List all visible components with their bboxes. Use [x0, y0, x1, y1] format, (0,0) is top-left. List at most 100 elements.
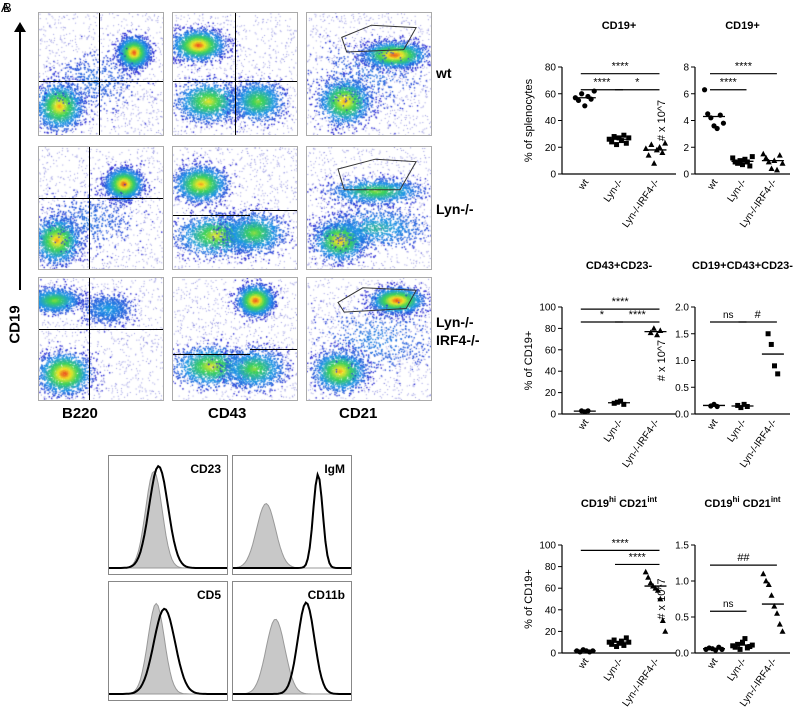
- y-tick-label: 0.5: [675, 613, 689, 624]
- y-tick-label: 0: [550, 410, 556, 421]
- gate-overlay: [341, 24, 417, 53]
- data-point-triangle: [771, 603, 778, 609]
- data-point-circle: [719, 646, 725, 653]
- y-axis-label: % of CD19+: [523, 331, 535, 391]
- y-tick-label: 8: [683, 63, 689, 74]
- significance-label: ****: [735, 61, 753, 73]
- quadrant-horizontal-line: [173, 81, 297, 83]
- data-point-square: [616, 135, 622, 141]
- y-tick-label: 20: [545, 388, 557, 399]
- histogram-cd5: CD5: [108, 581, 228, 701]
- histogram-svg: [233, 471, 351, 569]
- data-point-square: [740, 162, 745, 168]
- data-point-circle: [579, 91, 585, 97]
- data-point-triangle: [760, 150, 767, 157]
- data-point-square: [621, 642, 627, 648]
- category-label: Lyn-/-: [602, 417, 625, 444]
- data-point-square: [618, 138, 624, 144]
- y-tick-label: 1.5: [675, 541, 689, 552]
- category-label: wt: [705, 177, 720, 193]
- data-point-triangle: [662, 628, 669, 634]
- figure-letter-b: B: [3, 0, 12, 15]
- flow-plot-lyn--b220: [38, 146, 164, 270]
- quadrant-vertical-line: [88, 278, 90, 400]
- y-tick-label: 80: [545, 562, 557, 573]
- data-point-square: [611, 134, 617, 140]
- category-label: wt: [576, 417, 591, 433]
- y-tick-label: 1.0: [675, 577, 689, 588]
- data-point-circle: [705, 111, 711, 117]
- category-label: Lyn-/-: [725, 656, 748, 683]
- data-point-triangle: [763, 154, 770, 161]
- quadrant-horizontal-line: [39, 81, 163, 83]
- data-point-triangle: [779, 628, 786, 634]
- histogram-svg: [233, 601, 351, 695]
- chart-title-part: CD19: [581, 498, 609, 510]
- quadrant-horizontal-line-right: [249, 348, 297, 350]
- flow-plot-lyn--cd21: [306, 146, 432, 270]
- data-point-triangle: [642, 568, 649, 575]
- significance-label: ns: [723, 599, 734, 610]
- data-point-triangle: [659, 617, 666, 623]
- histogram-label: IgM: [324, 462, 345, 476]
- category-label: wt: [576, 177, 591, 193]
- data-point-triangle: [648, 141, 655, 147]
- data-point-circle: [714, 125, 720, 132]
- chart-title: CD19+CD43+CD23-: [692, 260, 793, 272]
- histogram-cd23: CD23: [108, 455, 228, 575]
- y-tick-label: 100: [539, 303, 556, 314]
- flow-density-canvas: [39, 13, 163, 135]
- data-point-triangle: [776, 152, 783, 158]
- gate-overlay: [337, 287, 417, 313]
- data-point-circle: [575, 97, 582, 104]
- data-point-square: [735, 160, 741, 166]
- data-point-triangle: [768, 165, 775, 172]
- data-point-square: [609, 139, 615, 145]
- chart-pct-cd19: 0 20 40 60 80 % of splenocytes CD19+ wt Lyn-/-Ly…: [523, 20, 676, 230]
- y-tick-label: 0: [550, 170, 556, 181]
- flow-column-label-cd43: CD43: [208, 405, 247, 422]
- histogram-igm: IgM: [232, 455, 352, 575]
- chart-pct-cd43: 0 20 40 60 80 100 % of CD19+ CD43+CD23- wt Lyn-/-…: [523, 260, 676, 470]
- flow-density-canvas: [173, 278, 297, 400]
- data-point-triangle: [659, 149, 666, 155]
- data-point-triangle: [650, 325, 657, 331]
- data-point-square: [621, 132, 627, 138]
- y-tick-label: 0.5: [675, 383, 689, 394]
- y-axis-label: # x 10^7: [656, 340, 668, 381]
- data-point-square: [618, 398, 624, 404]
- y-tick-label: 1.0: [675, 356, 689, 367]
- significance-label: ****: [629, 309, 647, 321]
- chart-title-part2: CD21: [616, 498, 647, 510]
- category-label: Lyn-/-IRF4-/-: [621, 177, 662, 229]
- data-point-triangle: [765, 581, 772, 587]
- y-tick-label: 0.0: [675, 410, 689, 421]
- significance-label: ****: [612, 537, 630, 549]
- category-label: wt: [576, 656, 591, 672]
- category-label: wt: [705, 417, 720, 433]
- flow-row-label-lyn-irf4: Lyn-/- IRF4-/-: [436, 314, 480, 348]
- category-label: Lyn-/-: [725, 417, 748, 444]
- flow-plot-wt-b220: [38, 12, 164, 136]
- data-point-triangle: [662, 140, 669, 146]
- flow-column-label-cd21: CD21: [339, 405, 378, 422]
- histogram-svg: [109, 602, 227, 695]
- y-tick-label: 0: [683, 170, 689, 181]
- data-point-triangle: [656, 144, 663, 150]
- data-point-square: [738, 405, 744, 411]
- data-point-square: [614, 142, 620, 148]
- flow-plot-lyn--cd43: [172, 146, 298, 270]
- data-point-square: [737, 646, 743, 652]
- y-tick-label: 20: [545, 627, 557, 638]
- data-point-square: [768, 341, 774, 347]
- quadrant-horizontal-line: [39, 329, 163, 331]
- y-axis-label: # x 10^7: [656, 100, 668, 141]
- y-tick-label: 40: [545, 605, 557, 616]
- data-point-triangle: [765, 158, 772, 165]
- data-point-square: [735, 641, 741, 647]
- data-point-triangle: [647, 579, 654, 586]
- significance-label: *: [600, 309, 605, 321]
- chart-title-part: CD19: [704, 498, 732, 510]
- gate-polygon: [337, 287, 417, 313]
